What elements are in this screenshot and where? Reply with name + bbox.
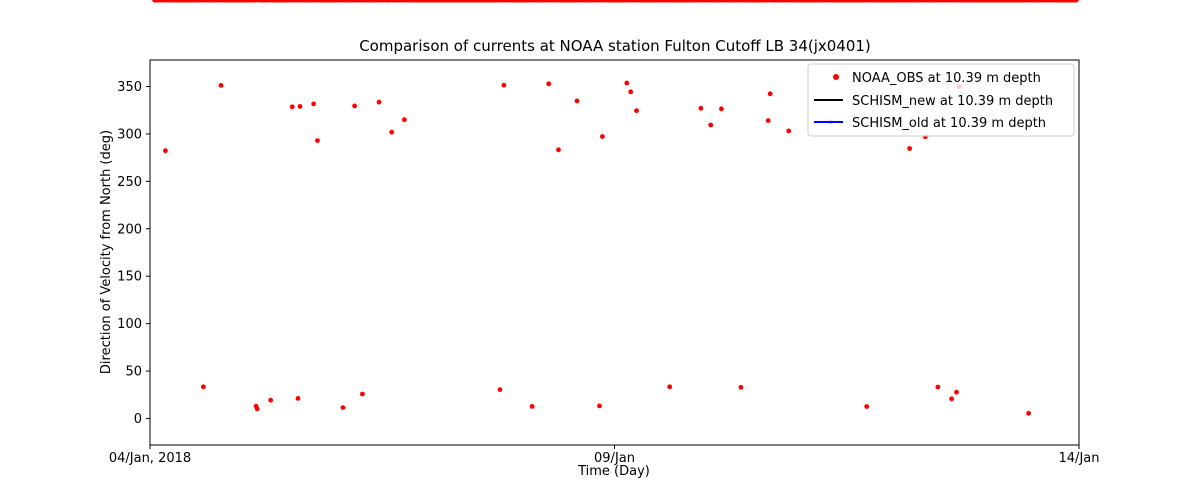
y-tick-label: 350	[117, 80, 142, 95]
y-axis-label: Direction of Velocity from North (deg)	[99, 130, 114, 374]
y-tick-label: 50	[125, 365, 142, 380]
y-tick-label: 200	[117, 222, 142, 237]
obs-point	[907, 146, 912, 151]
plot-area	[152, 0, 1079, 416]
obs-point	[501, 82, 507, 88]
x-tick-label: 04/Jan, 2018	[109, 451, 191, 466]
x-tick-label: 14/Jan	[1059, 451, 1100, 466]
obs-point	[954, 389, 959, 395]
legend-label-old: SCHISM_old at 10.39 m depth	[852, 116, 1046, 131]
obs-point	[864, 404, 870, 409]
obs-point	[295, 396, 301, 401]
legend: NOAA_OBS at 10.39 m depth SCHISM_new at …	[807, 63, 1075, 137]
obs-point	[949, 396, 954, 402]
y-tick-label: 100	[117, 317, 142, 332]
obs-point	[289, 104, 295, 110]
y-tick-label: 300	[117, 127, 142, 142]
obs-point	[163, 148, 168, 154]
obs-point	[340, 405, 346, 410]
obs-point	[352, 103, 357, 109]
obs-point	[201, 384, 206, 390]
obs-point	[546, 81, 552, 87]
x-axis: 04/Jan, 2018 09/Jan 14/Jan	[109, 445, 1100, 466]
obs-point	[628, 89, 634, 95]
y-tick-label: 0	[134, 412, 142, 427]
obs-point	[1026, 410, 1031, 416]
obs-point	[738, 384, 744, 390]
x-tick-label: 09/Jan	[594, 451, 635, 466]
obs-point	[708, 122, 714, 128]
x-axis-label: Time (Day)	[577, 464, 650, 479]
obs-point	[497, 387, 503, 392]
obs-point	[767, 91, 773, 97]
obs-point	[360, 391, 365, 397]
obs-point	[529, 404, 535, 409]
obs-point	[389, 129, 395, 135]
obs-point	[376, 99, 382, 105]
chart-title: Comparison of currents at NOAA station F…	[359, 37, 871, 55]
legend-label-obs: NOAA_OBS at 10.39 m depth	[852, 71, 1041, 86]
obs-point	[556, 147, 561, 153]
obs-point	[935, 384, 941, 390]
obs-point	[634, 108, 639, 114]
obs-point	[765, 118, 771, 123]
obs-point	[786, 128, 792, 134]
legend-box	[807, 63, 1075, 137]
obs-point	[218, 83, 224, 88]
legend-label-new: SCHISM_new at 10.39 m depth	[852, 94, 1053, 109]
y-axis: 0 50 100 150 200 250 300 350	[117, 80, 150, 427]
obs-point	[1074, 0, 1079, 3]
obs-point	[402, 117, 407, 123]
obs-point	[719, 106, 724, 112]
obs-point	[268, 397, 274, 403]
obs-point	[624, 80, 630, 86]
obs-point	[597, 403, 602, 409]
obs-point	[254, 406, 260, 412]
series-noaa-obs	[152, 0, 1079, 416]
obs-point	[297, 104, 303, 109]
y-tick-label: 250	[117, 175, 142, 190]
y-tick-label: 150	[117, 270, 142, 285]
legend-marker-obs	[833, 74, 839, 80]
obs-point	[600, 134, 605, 139]
obs-point	[698, 105, 704, 111]
obs-point	[311, 101, 316, 107]
obs-point	[574, 98, 580, 104]
obs-point	[667, 384, 673, 390]
obs-point	[315, 138, 320, 144]
